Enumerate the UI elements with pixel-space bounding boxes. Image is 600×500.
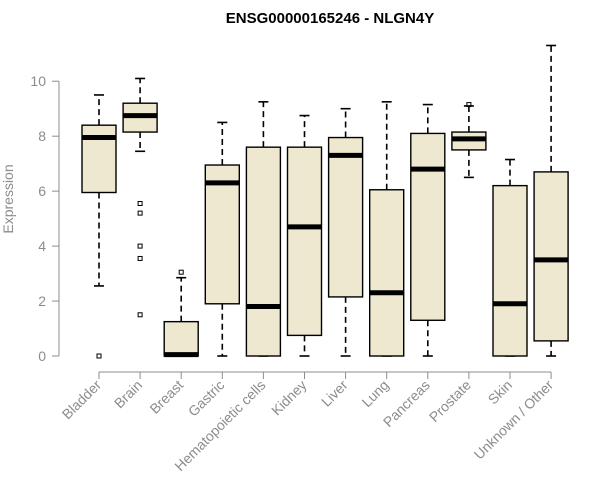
y-tick-label: 8	[38, 128, 46, 144]
box-iqr	[327, 136, 364, 298]
box-brain	[122, 77, 158, 318]
x-tick-label: Liver	[318, 377, 351, 410]
outlier-point	[137, 210, 143, 216]
y-tick-label: 4	[38, 238, 46, 254]
box-bladder	[81, 94, 117, 359]
box-iqr	[245, 146, 282, 357]
outlier-point	[137, 200, 143, 206]
x-tick-label: Breast	[146, 377, 186, 417]
box-gastric	[204, 121, 241, 357]
y-axis: 0 2 4 6 8 10	[30, 73, 60, 364]
box-prostate	[451, 102, 487, 179]
box-pancreas	[410, 103, 446, 357]
box-hematopoietic-cells	[245, 101, 282, 357]
y-axis-label: Expression	[0, 164, 16, 233]
boxes-group	[81, 44, 569, 359]
box-iqr	[204, 164, 241, 305]
x-tick-label: Kidney	[268, 377, 310, 419]
box-skin	[492, 158, 528, 357]
box-iqr	[533, 171, 569, 342]
y-tick-label: 0	[38, 348, 46, 364]
box-breast	[163, 269, 199, 358]
box-iqr	[286, 146, 323, 337]
x-tick-label: Prostate	[426, 377, 474, 425]
box-iqr	[163, 320, 199, 357]
x-tick-label: Skin	[485, 377, 516, 408]
x-tick-label: Brain	[111, 377, 145, 411]
outlier-point	[137, 255, 143, 261]
x-tick-label: Lung	[358, 377, 391, 410]
outlier-point	[137, 312, 143, 318]
y-tick-label: 2	[38, 293, 46, 309]
box-iqr	[410, 132, 446, 321]
box-iqr	[369, 189, 405, 357]
chart-title: ENSG00000165246 - NLGN4Y	[226, 10, 434, 27]
outlier-point	[96, 353, 102, 359]
outlier-point	[178, 269, 184, 275]
box-liver	[327, 107, 364, 357]
box-lung	[369, 101, 405, 357]
y-tick-label: 6	[38, 183, 46, 199]
box-iqr	[492, 184, 528, 357]
outlier-point	[466, 102, 472, 108]
x-tick-label: Bladder	[59, 377, 105, 423]
outlier-point	[137, 243, 143, 249]
box-unknown-other	[533, 44, 569, 357]
box-kidney	[286, 114, 323, 357]
y-tick-label: 10	[30, 73, 46, 89]
